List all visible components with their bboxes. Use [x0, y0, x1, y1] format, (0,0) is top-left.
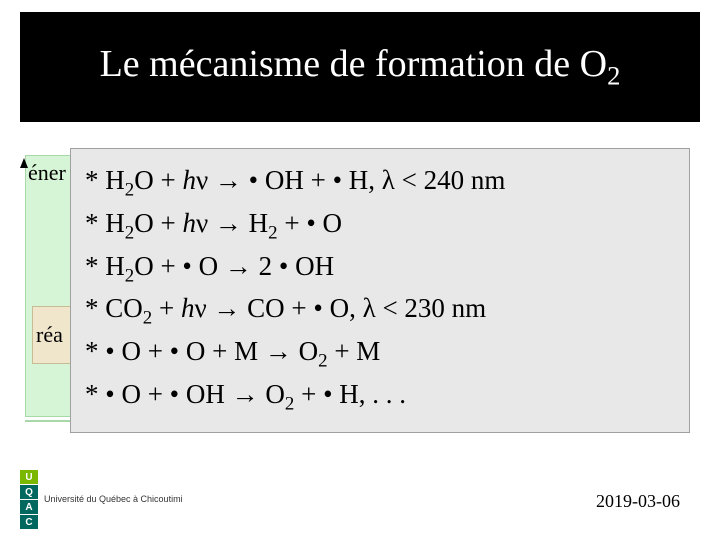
reaction-box: * H2O + hν → • OH + • H, λ < 240 nm * H2…: [70, 148, 690, 433]
logo-letter: U: [20, 470, 38, 484]
logo-letter: C: [20, 515, 38, 529]
energy-label: éner: [28, 160, 66, 186]
title-bar: Le mécanisme de formation de O2: [20, 12, 700, 122]
reaction-line: * H2O + hν → • OH + • H, λ < 240 nm: [85, 161, 675, 204]
reactants-label: réa: [36, 322, 63, 348]
slide: Le mécanisme de formation de O2 éner réa…: [0, 0, 720, 540]
logo-letter: A: [20, 500, 38, 514]
reaction-line: * H2O + hν → H2 + • O: [85, 204, 675, 247]
logo-text: Université du Québec à Chicoutimi: [44, 495, 183, 505]
reaction-line: * • O + • OH → O2 + • H, . . .: [85, 375, 675, 418]
reaction-line: * • O + • O + M → O2 + M: [85, 332, 675, 375]
slide-date: 2019-03-06: [596, 491, 680, 512]
logo-letter: Q: [20, 485, 38, 499]
energy-arrow-icon: [20, 158, 28, 168]
logo-badge-icon: U Q A C: [20, 470, 38, 530]
reaction-line: * H2O + • O → 2 • OH: [85, 247, 675, 290]
uqac-logo: U Q A C Université du Québec à Chicoutim…: [20, 476, 200, 524]
reaction-line: * CO2 + hν → CO + • O, λ < 230 nm: [85, 289, 675, 332]
slide-title: Le mécanisme de formation de O2: [100, 42, 621, 92]
